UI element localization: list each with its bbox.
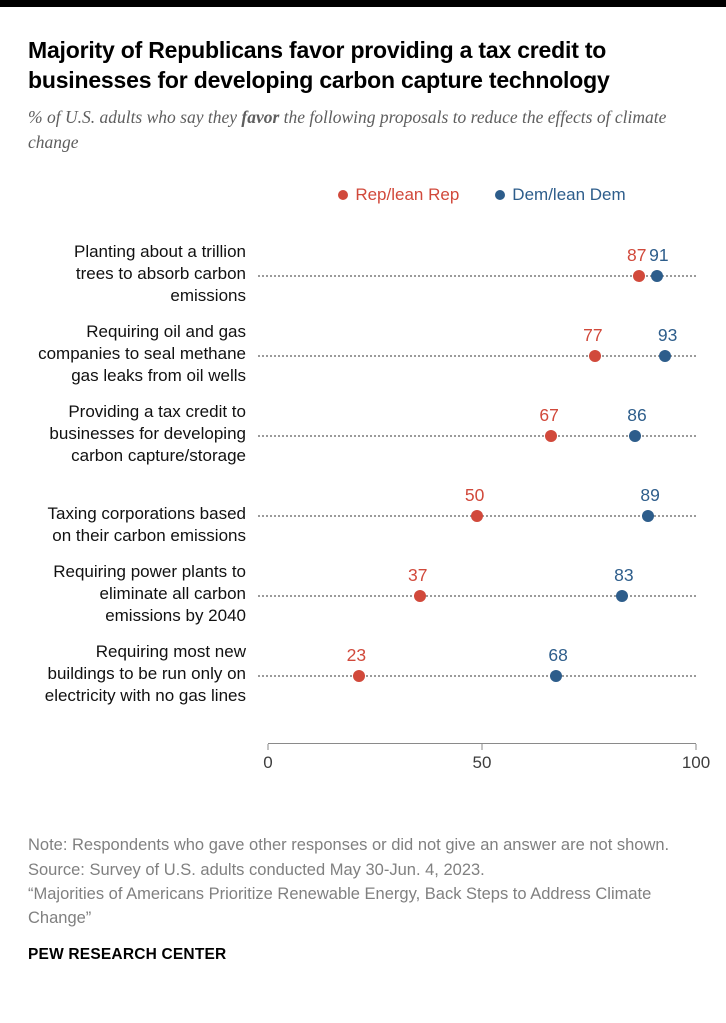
dem-dot (549, 670, 562, 683)
row-plot-area: 67 86 (258, 401, 696, 467)
x-axis: 0 50 100 (263, 743, 710, 778)
dem-value-label: 86 (627, 405, 647, 426)
category-label: Planting about a trillion trees to absorb… (73, 242, 246, 306)
top-accent-bar (0, 0, 726, 7)
chart-row: Planting about a trillion trees to absorb… (28, 231, 696, 307)
rep-value-label: 87 (626, 245, 647, 266)
rep-value-label: 67 (539, 405, 559, 426)
rep-dot (589, 350, 602, 363)
legend: Rep/lean Rep Dem/lean Dem (268, 185, 696, 205)
rep-legend-label: Rep/lean Rep (355, 185, 460, 205)
subtitle-prefix: % of U.S. adults who say they (28, 106, 242, 127)
report-title-line: “Majorities of Americans Prioritize Rene… (28, 885, 652, 927)
category-label: Providing a tax credit to businesses for … (49, 402, 246, 466)
chart-subtitle: % of U.S. adults who say they favor the … (28, 105, 668, 156)
pew-research-center-wordmark: PEW RESEARCH CENTER (28, 946, 227, 964)
chart-row: Requiring most new buildings to be run on… (28, 631, 696, 707)
rep-dot (471, 510, 483, 523)
category-label: Taxing corporations based on their carbon… (47, 504, 246, 546)
subtitle-emphasis: favor (241, 106, 280, 127)
dem-value-label: 91 (649, 245, 669, 266)
note-line: Note: Respondents who gave other respons… (28, 836, 670, 855)
row-plot-area: 37 83 (258, 561, 696, 627)
dot-plot: Planting about a trillion trees to absorb… (28, 231, 696, 707)
dem-dot (650, 270, 663, 283)
footnotes: Note: Respondents who gave other respons… (28, 834, 696, 930)
row-plot-area: 50 89 (258, 485, 696, 547)
rep-value-label: 77 (583, 325, 603, 346)
dem-dot (615, 590, 628, 603)
rep-dot (633, 270, 646, 283)
dem-value-label: 68 (548, 645, 568, 666)
leader-line (258, 435, 696, 438)
subtitle-suffix: the following proposals to reduce the ef… (28, 106, 667, 153)
chart-row: Providing a tax credit to businesses for … (28, 391, 696, 467)
rep-dot (545, 430, 558, 443)
axis-tick (695, 744, 697, 751)
dem-dot (641, 510, 654, 523)
dem-value-label: 89 (640, 485, 660, 506)
dem-legend-label: Dem/lean Dem (512, 185, 626, 205)
chart-row: Taxing corporations based on their carbon… (28, 471, 696, 547)
rep-dot (414, 590, 427, 603)
leader-line (258, 595, 696, 598)
row-plot-area: 87 91 (258, 241, 696, 307)
dem-dot (628, 430, 641, 443)
row-plot-area: 77 93 (258, 321, 696, 387)
rep-legend-dot-icon (338, 190, 349, 201)
axis-tick (267, 744, 269, 751)
rep-value-label: 37 (407, 565, 428, 586)
category-label: Requiring most new buildings to be run on… (44, 642, 246, 706)
legend-item-dem: Dem/lean Dem (495, 185, 626, 205)
axis-tick-label: 100 (681, 753, 711, 773)
category-label: Requiring oil and gas companies to seal m… (38, 322, 246, 386)
dem-value-label: 93 (657, 325, 678, 346)
rep-value-label: 50 (464, 485, 485, 506)
chart-card: Majority of Republicans favor providing … (0, 7, 726, 988)
dem-value-label: 83 (614, 565, 634, 586)
dem-legend-dot-icon (495, 190, 506, 201)
axis-tick (481, 744, 483, 751)
dem-dot (659, 350, 672, 363)
row-plot-area: 23 68 (258, 641, 696, 707)
rep-value-label: 23 (346, 645, 367, 666)
legend-item-rep: Rep/lean Rep (338, 185, 459, 205)
chart-row: Requiring oil and gas companies to seal m… (28, 311, 696, 387)
rep-dot (352, 670, 365, 683)
axis-tick-label: 50 (472, 753, 492, 773)
source-line: Source: Survey of U.S. adults conducted … (28, 860, 485, 879)
chart-title: Majority of Republicans favor providing … (28, 37, 610, 94)
leader-line (258, 355, 696, 358)
category-label: Requiring power plants to eliminate all c… (53, 562, 246, 626)
leader-line (258, 275, 696, 278)
leader-line (258, 675, 696, 678)
chart-row: Requiring power plants to eliminate all c… (28, 551, 696, 627)
axis-tick-label: 0 (263, 753, 273, 773)
